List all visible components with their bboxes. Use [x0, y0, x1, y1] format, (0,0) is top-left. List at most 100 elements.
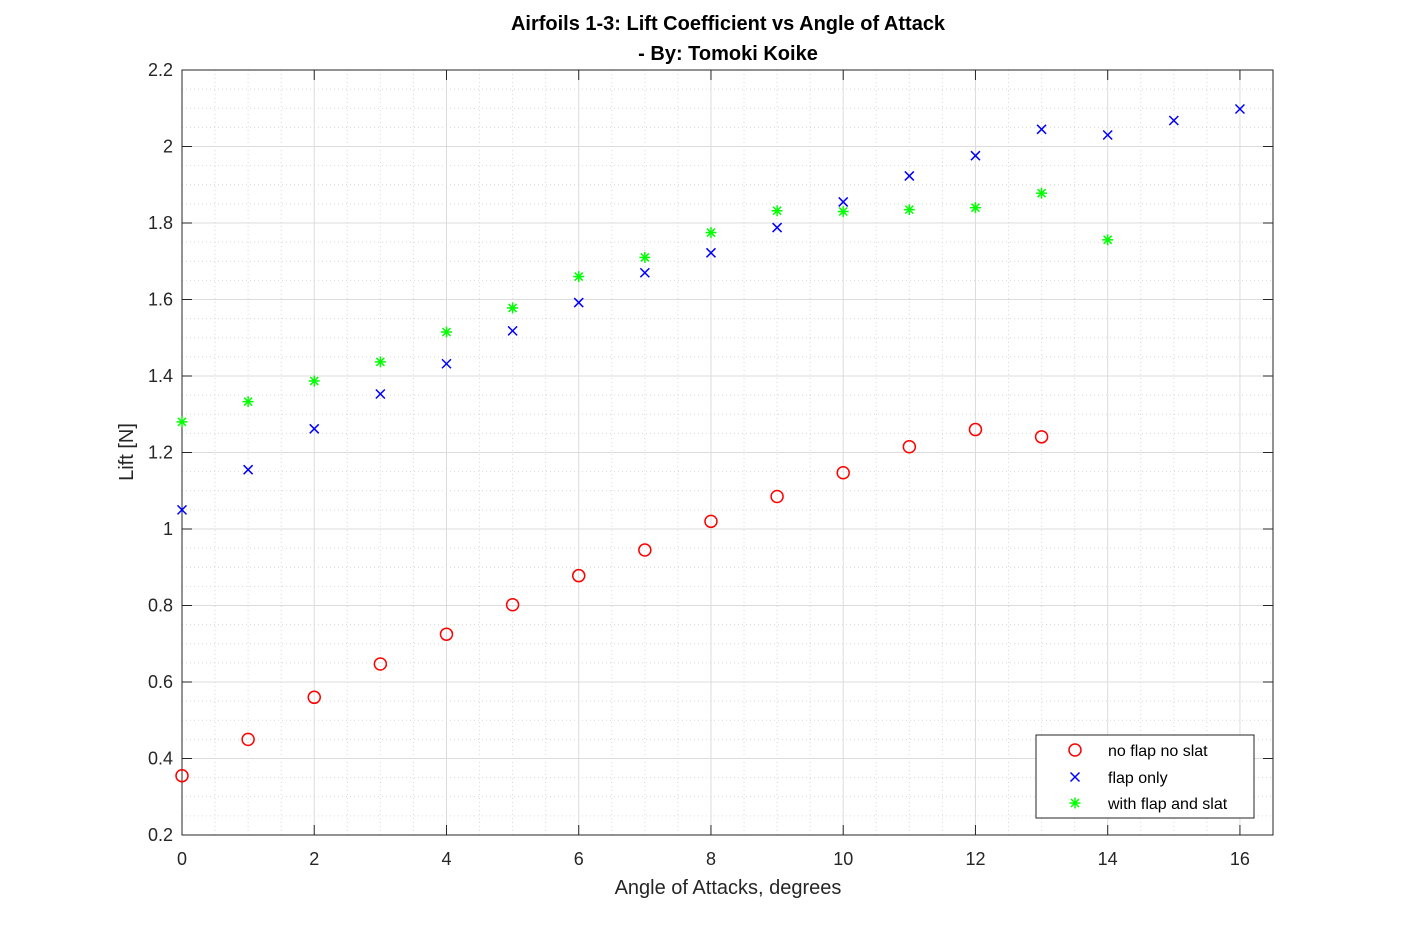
y-tick-label: 1.4	[148, 366, 173, 386]
data-point	[639, 267, 650, 278]
data-point	[970, 150, 981, 161]
data-point	[507, 302, 519, 314]
data-point	[573, 271, 585, 283]
data-point	[573, 297, 584, 308]
data-point	[1168, 115, 1179, 126]
x-tick-label: 10	[833, 849, 853, 869]
asterisk-marker-stroke	[640, 252, 650, 262]
asterisk-marker-stroke	[838, 206, 848, 217]
data-point	[175, 768, 189, 783]
y-tick-label: 0.2	[148, 825, 173, 845]
legend-box	[1035, 734, 1255, 819]
data-point	[903, 204, 915, 216]
y-tick-label: 2	[163, 137, 173, 157]
x-tick-label: 12	[965, 849, 985, 869]
legend-entry-no-flap-no-slat: no flap no slat	[1108, 743, 1208, 760]
x-marker-stroke	[772, 222, 783, 233]
series-1	[176, 103, 1245, 515]
asterisk-marker-stroke	[970, 203, 980, 213]
legend-entry-with-flap-and-slat: with flap and slat	[1107, 796, 1228, 813]
series-2	[176, 187, 1114, 428]
x-marker-stroke	[243, 464, 254, 475]
x-tick-label: 4	[441, 849, 451, 869]
chart-title-line-2: - By: Tomoki Koike	[638, 43, 818, 65]
x-axis-ticks: 0 2 4 6 8 10 12 14 16	[177, 70, 1250, 869]
x-marker-stroke	[441, 358, 452, 369]
data-point	[243, 464, 254, 475]
legend-marker-2	[1069, 797, 1081, 809]
data-point	[770, 489, 784, 504]
data-point	[441, 358, 452, 369]
asterisk-marker-stroke	[375, 357, 385, 367]
data-point	[638, 543, 652, 557]
data-point	[1034, 430, 1049, 444]
asterisk-marker-stroke	[243, 397, 253, 407]
x-marker-stroke	[970, 150, 981, 161]
data-point	[705, 247, 717, 258]
y-tick-label: 1.6	[148, 290, 173, 310]
asterisk-marker-stroke	[574, 272, 584, 282]
data-point	[571, 568, 586, 583]
data-point	[176, 416, 188, 428]
data-point	[837, 206, 849, 218]
series-0	[175, 422, 1049, 783]
x-marker-stroke	[375, 388, 386, 400]
data-point	[1234, 103, 1245, 115]
y-tick-label: 0.6	[148, 672, 173, 692]
data-point	[772, 222, 783, 233]
y-axis-label: Lift [N]	[116, 423, 138, 481]
x-marker-stroke	[639, 267, 650, 278]
x-tick-label: 8	[706, 849, 716, 869]
asterisk-marker-stroke	[1103, 235, 1113, 245]
data-point	[176, 504, 188, 515]
legend-marker-0	[1068, 743, 1082, 757]
y-tick-label: 0.8	[148, 596, 173, 616]
data-point	[1036, 124, 1047, 135]
data-point	[307, 690, 321, 705]
x-marker-stroke	[573, 297, 584, 308]
data-point	[373, 657, 388, 671]
data-point	[507, 325, 518, 336]
asterisk-marker-stroke	[1070, 798, 1080, 808]
chart-title-line-1: Airfoils 1-3: Lift Coefficient vs Angle …	[511, 13, 946, 35]
data-point	[1036, 187, 1048, 199]
data-point	[241, 732, 255, 747]
asterisk-marker-stroke	[309, 376, 319, 386]
x-marker-stroke	[309, 423, 320, 434]
y-tick-label: 1	[163, 519, 173, 539]
data-point	[308, 375, 320, 387]
asterisk-marker-stroke	[904, 205, 914, 215]
x-marker-stroke	[1102, 129, 1113, 141]
data-point	[242, 396, 254, 408]
x-tick-label: 2	[309, 849, 319, 869]
y-tick-label: 1.8	[148, 213, 173, 233]
legend-markers	[1068, 743, 1082, 809]
data-point	[969, 202, 981, 214]
data-point	[1102, 129, 1113, 141]
data-point	[440, 326, 452, 338]
legend: no flap no slat flap only with flap and …	[1035, 734, 1255, 819]
asterisk-marker-stroke	[1037, 188, 1047, 198]
data-series	[175, 103, 1245, 783]
data-point	[902, 440, 917, 454]
data-point	[505, 597, 520, 612]
data-point	[1102, 234, 1114, 246]
x-marker-stroke	[1036, 124, 1047, 135]
x-marker-stroke	[904, 170, 915, 181]
y-tick-label: 1.2	[148, 443, 173, 463]
x-marker-stroke	[1069, 771, 1081, 783]
x-marker-stroke	[705, 247, 717, 258]
asterisk-marker-stroke	[706, 228, 716, 238]
x-tick-label: 0	[177, 849, 187, 869]
x-marker-stroke	[507, 325, 518, 336]
legend-entry-flap-only: flap only	[1108, 770, 1168, 787]
y-tick-label: 2.2	[148, 60, 173, 80]
data-point	[439, 627, 454, 641]
data-point	[374, 356, 386, 368]
y-axis-ticks: 0.2 0.4 0.6 0.8 1 1.2 1.4 1.6 1.8 2 2.2	[148, 60, 1273, 845]
x-tick-label: 6	[574, 849, 584, 869]
x-tick-label: 16	[1230, 849, 1250, 869]
asterisk-marker-stroke	[772, 206, 782, 216]
